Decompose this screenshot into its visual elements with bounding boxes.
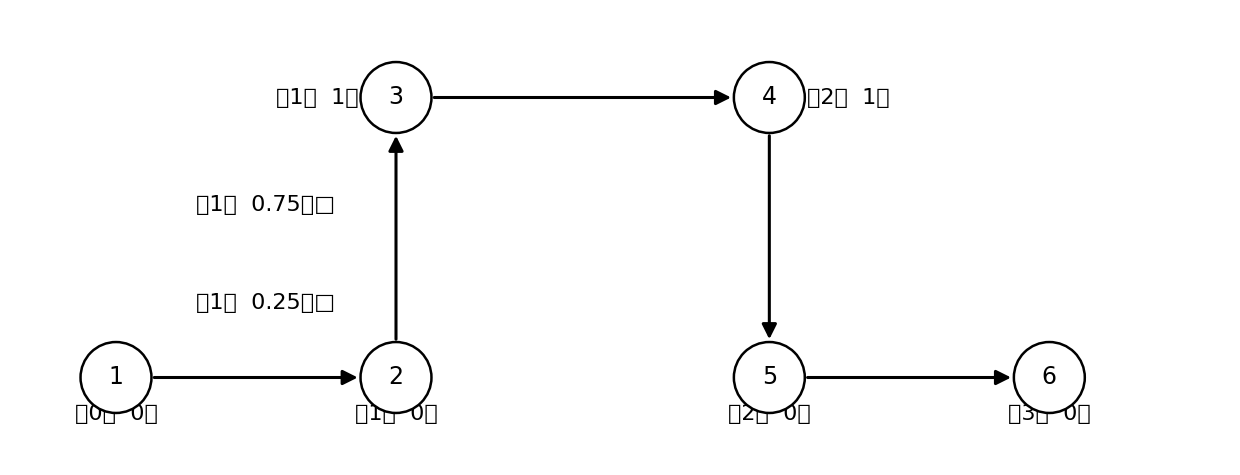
Text: 1: 1 xyxy=(109,365,124,390)
Circle shape xyxy=(1014,342,1085,413)
Text: 5: 5 xyxy=(761,365,777,390)
Text: （1，  0）: （1， 0） xyxy=(355,404,438,424)
Text: 6: 6 xyxy=(1042,365,1056,390)
Text: （0，  0）: （0， 0） xyxy=(74,404,157,424)
Circle shape xyxy=(361,62,432,133)
Text: （1，  0.25）□: （1， 0.25）□ xyxy=(196,293,335,313)
Circle shape xyxy=(734,342,805,413)
Text: （2，  1）: （2， 1） xyxy=(807,87,889,107)
Text: （1，  0.75）□: （1， 0.75）□ xyxy=(196,195,335,215)
Text: 3: 3 xyxy=(388,86,403,110)
Text: （2，  0）: （2， 0） xyxy=(728,404,811,424)
Circle shape xyxy=(734,62,805,133)
Text: （3，  0）: （3， 0） xyxy=(1008,404,1091,424)
Text: 2: 2 xyxy=(388,365,403,390)
Text: 4: 4 xyxy=(761,86,776,110)
Text: （1，  1）: （1， 1） xyxy=(277,87,358,107)
Circle shape xyxy=(361,342,432,413)
Circle shape xyxy=(81,342,151,413)
